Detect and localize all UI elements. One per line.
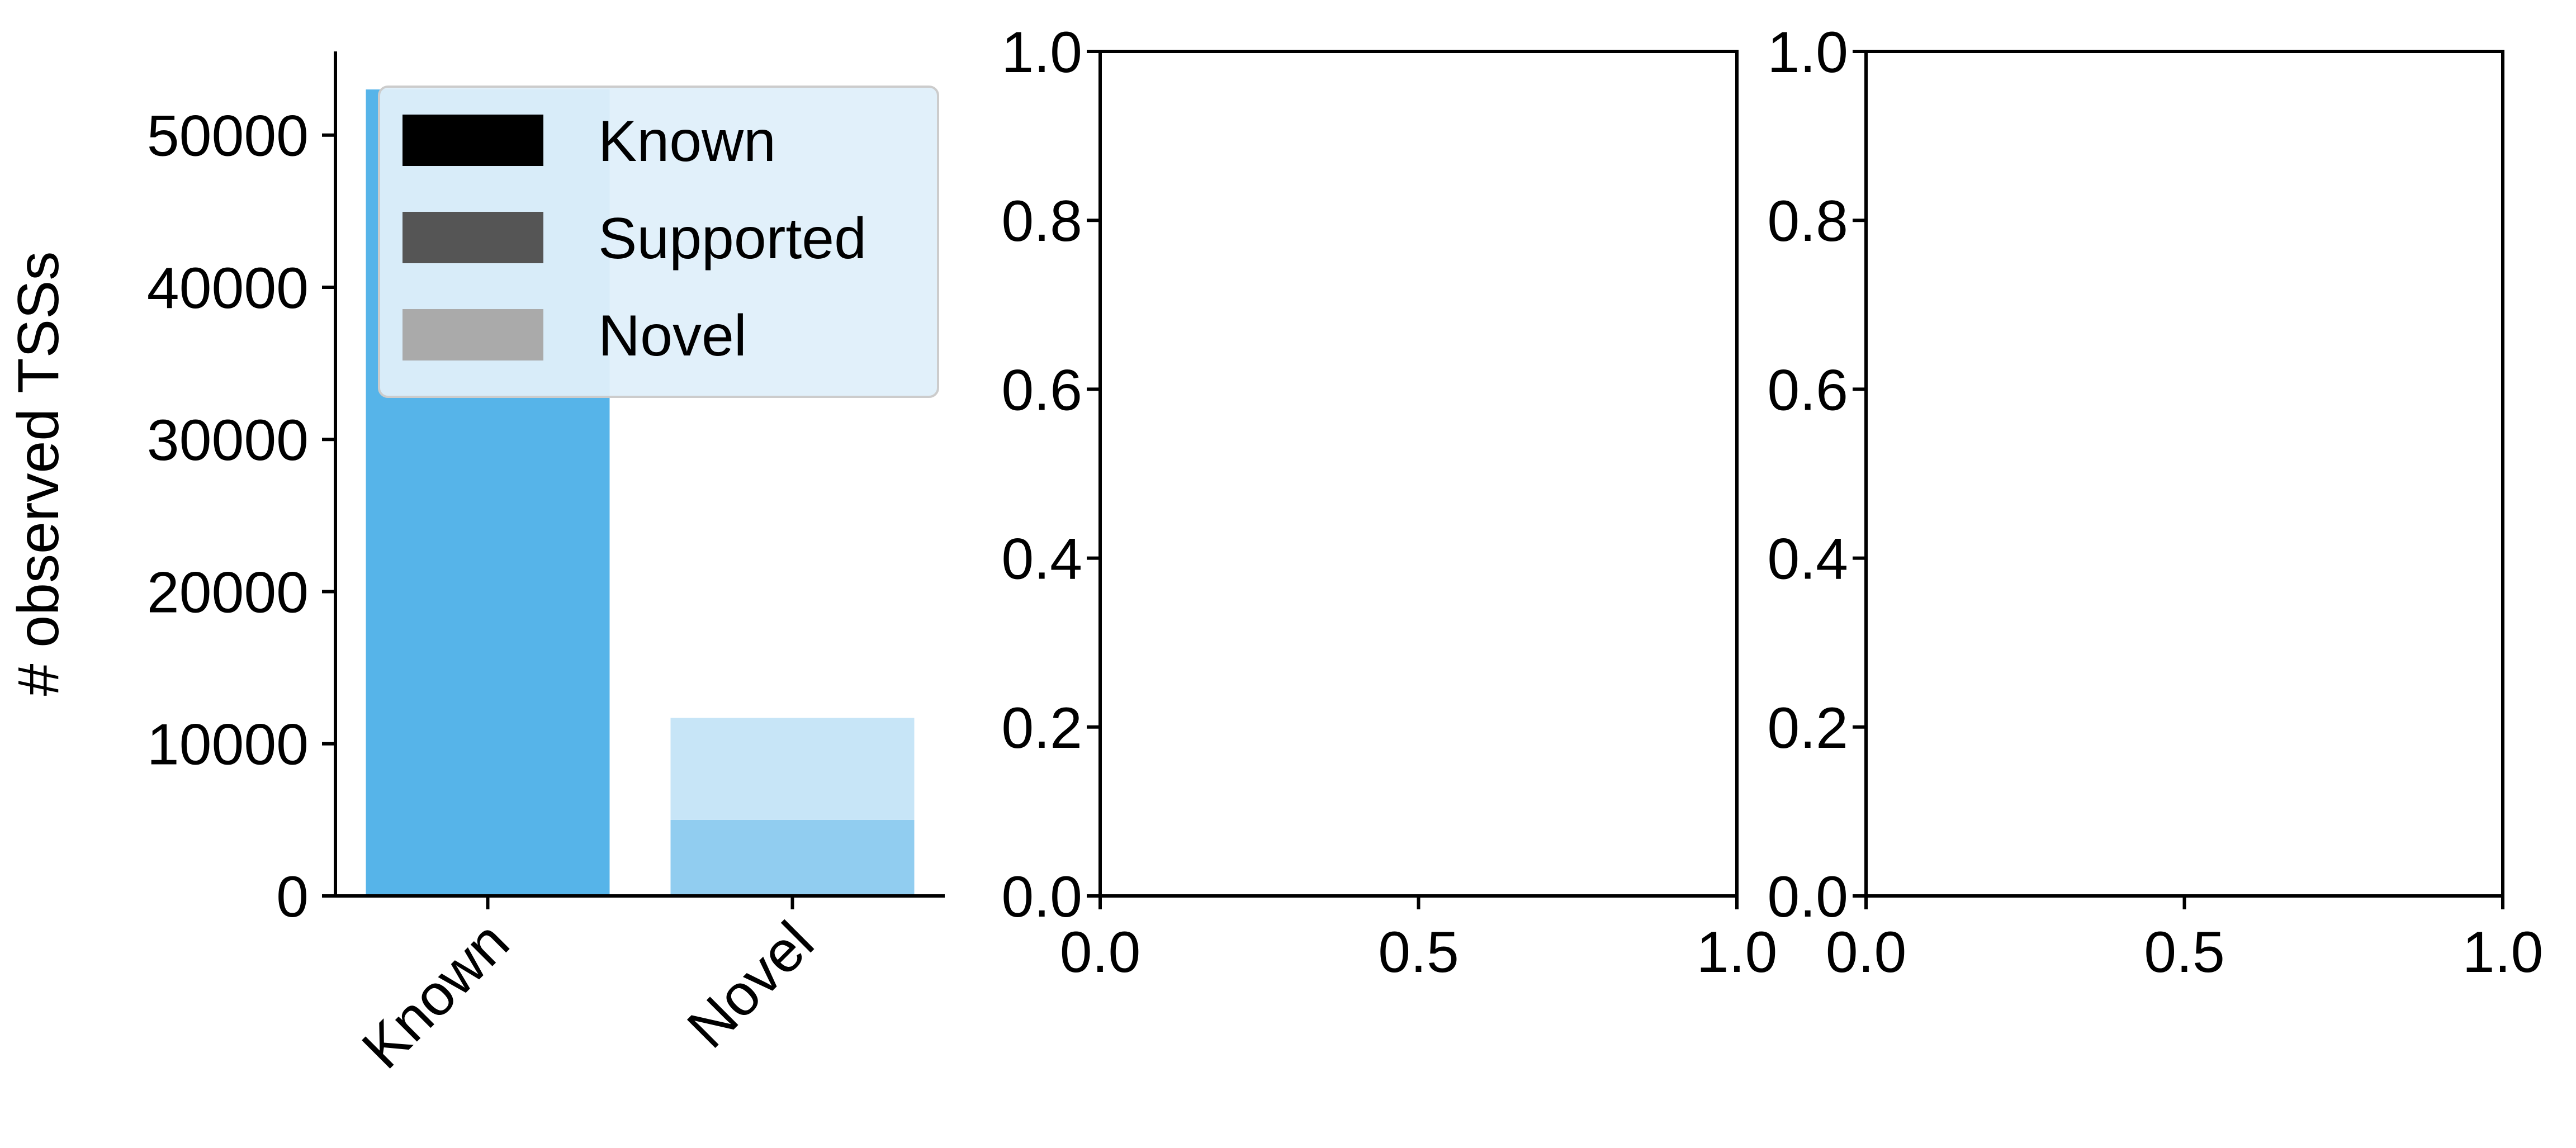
y-axis-ticks: 0.0 0.2 0.4 0.6 0.8 1.0 bbox=[1001, 20, 1100, 929]
x-tick-label: 0.0 bbox=[1060, 920, 1141, 985]
y-tick-label: 0.6 bbox=[1767, 358, 1848, 423]
legend-swatch-supported bbox=[402, 212, 543, 263]
empty-axes-panel-3: 0.0 0.2 0.4 0.6 0.8 1.0 0.0 0.5 1.0 bbox=[1767, 20, 2543, 985]
y-tick-label: 20000 bbox=[147, 560, 309, 625]
legend-label-novel: Novel bbox=[598, 303, 747, 368]
y-tick-label: 10000 bbox=[147, 713, 309, 777]
legend-swatch-known bbox=[402, 115, 543, 166]
y-tick-label: 0.2 bbox=[1767, 696, 1848, 761]
legend-label-known: Known bbox=[598, 109, 776, 174]
x-axis-ticks: 0.0 0.5 1.0 bbox=[1826, 896, 2544, 985]
legend-swatch-novel bbox=[402, 309, 543, 360]
bar-novel-supported bbox=[670, 819, 915, 896]
y-tick-label: 1.0 bbox=[1001, 20, 1082, 85]
bar-chart-panel: 0 10000 20000 30000 40000 50000 Known Novel # … bbox=[6, 51, 945, 1081]
y-tick-label: 0.0 bbox=[1767, 865, 1848, 929]
bar-novel-novel bbox=[670, 718, 915, 820]
legend-label-supported: Supported bbox=[598, 206, 866, 271]
y-tick-label: 1.0 bbox=[1767, 20, 1848, 85]
y-axis-ticks: 0.0 0.2 0.4 0.6 0.8 1.0 bbox=[1767, 20, 1866, 929]
x-tick-label: 0.5 bbox=[2144, 920, 2225, 985]
y-axis-label: # observed TSSs bbox=[6, 252, 71, 696]
x-tick-label: 1.0 bbox=[2463, 920, 2544, 985]
x-tick-label: 0.5 bbox=[1378, 920, 1459, 985]
y-tick-label: 0.8 bbox=[1767, 189, 1848, 254]
y-axis-ticks: 0 10000 20000 30000 40000 50000 bbox=[147, 104, 335, 929]
y-tick-label: 50000 bbox=[147, 104, 309, 169]
y-tick-label: 0.0 bbox=[1001, 865, 1082, 929]
x-tick-label: 0.0 bbox=[1826, 920, 1907, 985]
y-tick-label: 0.2 bbox=[1001, 696, 1082, 761]
x-axis-ticks: 0.0 0.5 1.0 bbox=[1060, 896, 1778, 985]
y-tick-label: 0 bbox=[276, 865, 309, 929]
y-tick-label: 0.8 bbox=[1001, 189, 1082, 254]
legend: Known Supported Novel bbox=[378, 86, 939, 398]
y-tick-label: 0.4 bbox=[1001, 527, 1082, 592]
y-tick-label: 30000 bbox=[147, 408, 309, 473]
y-tick-label: 0.4 bbox=[1767, 527, 1848, 592]
y-tick-label: 0.6 bbox=[1001, 358, 1082, 423]
x-tick-label: 1.0 bbox=[1697, 920, 1778, 985]
y-tick-label: 40000 bbox=[147, 256, 309, 321]
empty-axes-panel-2: 0.0 0.2 0.4 0.6 0.8 1.0 0.0 0.5 1.0 bbox=[1001, 20, 1777, 985]
axes-spines bbox=[334, 51, 945, 898]
